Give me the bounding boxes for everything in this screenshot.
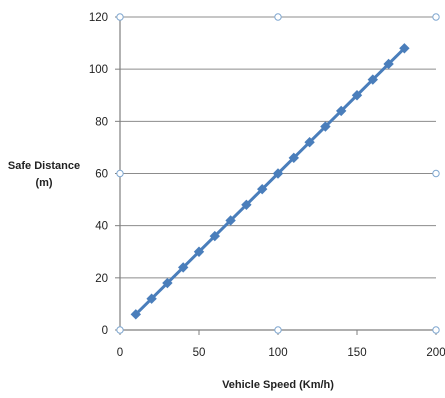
y-tick-label-40: 40 [95, 221, 108, 233]
plot-area-handle-5 [116, 326, 124, 334]
data-point-130 [320, 121, 331, 132]
x-tick-label-150: 150 [347, 347, 366, 359]
y-tick-label-120: 120 [89, 12, 108, 24]
series-layer [130, 43, 410, 320]
x-tick-label-100: 100 [268, 347, 287, 359]
plot-area-handle-2 [432, 13, 440, 21]
data-point-70 [225, 215, 236, 226]
y-tick-label-80: 80 [95, 116, 108, 128]
plot-area-handle-6 [274, 326, 282, 334]
data-point-120 [304, 137, 315, 148]
y-axis-title-line2: (m) [35, 177, 53, 189]
data-point-20 [146, 293, 157, 304]
data-point-60 [209, 230, 220, 242]
x-axis-title: Vehicle Speed (Km/h) [222, 379, 334, 391]
y-tick-label-60: 60 [95, 169, 108, 181]
data-point-170 [383, 58, 394, 70]
y-tick-label-0: 0 [102, 325, 108, 337]
y-tick-label-100: 100 [89, 64, 108, 76]
plot-area-handle-1 [274, 13, 282, 21]
data-point-140 [336, 105, 347, 117]
x-tick-label-0: 0 [117, 347, 123, 359]
plot-area-handle-4 [432, 169, 440, 178]
y-axis-title: Safe Distance (m) [4, 158, 84, 192]
data-point-30 [162, 277, 173, 289]
data-point-150 [351, 90, 363, 101]
data-point-100 [272, 168, 284, 179]
series-line-0 [134, 47, 406, 316]
tick-labels: 0 20 40 60 80 100 120 0 50 100 150 200 [89, 12, 445, 359]
plot-area-handle-3 [116, 169, 124, 178]
x-tick-label-200: 200 [426, 347, 445, 359]
data-point-10 [130, 309, 141, 320]
data-point-160 [367, 74, 378, 85]
y-tick-label-20: 20 [95, 273, 108, 285]
x-tick-label-50: 50 [193, 347, 206, 359]
data-point-110 [288, 152, 299, 164]
data-point-180 [399, 43, 410, 54]
plot-area-handle-0 [116, 13, 124, 21]
plot-area-handle-7 [432, 326, 440, 334]
y-axis-title-line1: Safe Distance [7, 160, 81, 172]
gridlines [120, 16, 436, 279]
data-point-50 [193, 246, 205, 257]
plot-area-handles [116, 13, 440, 334]
data-point-40 [178, 262, 189, 273]
data-point-90 [257, 183, 268, 195]
data-point-80 [241, 199, 252, 210]
